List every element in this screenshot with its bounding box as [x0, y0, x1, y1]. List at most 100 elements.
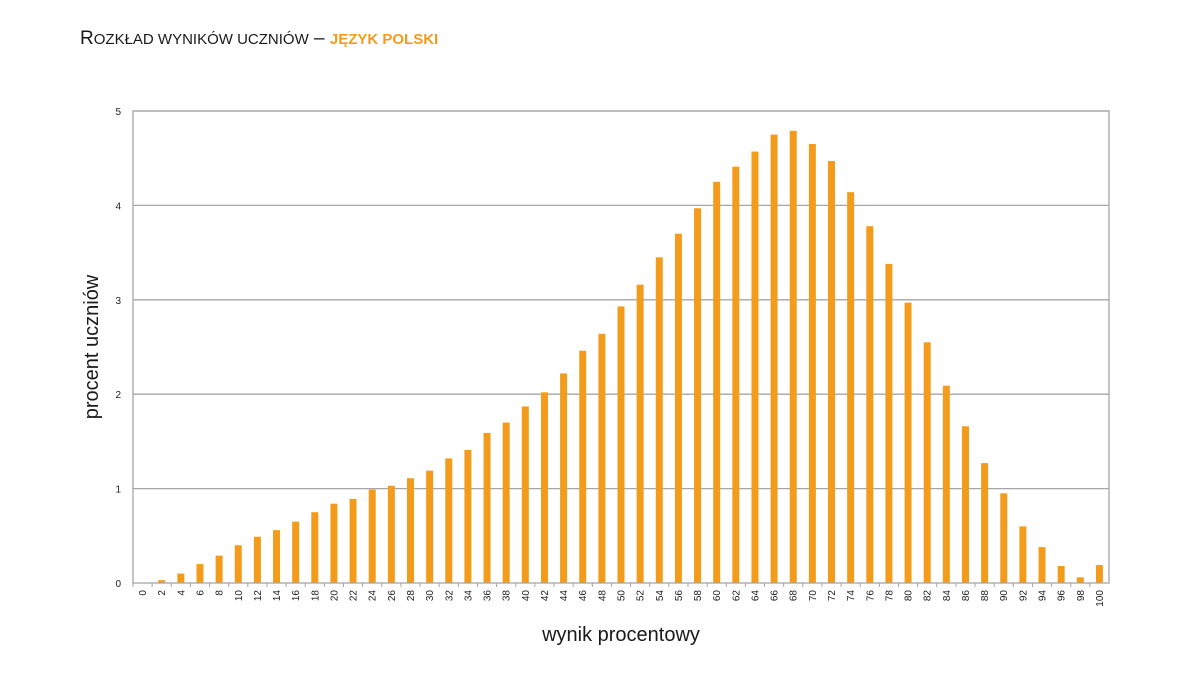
bar — [732, 166, 740, 584]
bar — [770, 134, 778, 583]
bar — [923, 342, 931, 583]
bar — [885, 263, 893, 583]
bar — [579, 350, 587, 583]
x-tick-label: 78 — [884, 590, 895, 602]
title-first-letter: R — [80, 28, 94, 49]
bar — [1038, 547, 1046, 583]
bar — [942, 385, 950, 583]
x-axis-label: wynik procentowy — [541, 624, 700, 646]
bar — [311, 512, 319, 583]
title-dash: – — [314, 28, 325, 49]
x-tick-label: 46 — [578, 590, 589, 602]
bar — [789, 130, 797, 583]
x-tick-label: 94 — [1038, 590, 1049, 602]
x-tick-label: 54 — [655, 590, 666, 602]
bar — [521, 406, 529, 583]
x-tick-label: 84 — [942, 590, 953, 602]
x-tick-label: 88 — [980, 590, 991, 602]
bar — [617, 306, 625, 583]
x-tick-label: 16 — [291, 590, 302, 602]
x-tick-label: 98 — [1076, 590, 1087, 602]
bar — [406, 478, 414, 583]
bar — [349, 498, 357, 583]
bar — [981, 463, 989, 583]
bar — [655, 257, 663, 583]
y-tick-label: 4 — [115, 201, 121, 212]
x-tick-labels: 0 2 4 6 8 10 12 14 16 18 20 22 24 26 28 30 32 34 36 38 40 42 4… — [138, 590, 1106, 607]
bar — [234, 545, 242, 583]
bar — [694, 208, 702, 583]
bar — [751, 151, 759, 584]
title-subject: JĘZYK POLSKI — [329, 31, 439, 48]
bar — [196, 564, 204, 583]
x-tick-label: 50 — [617, 590, 628, 602]
x-tick-label: 42 — [540, 590, 551, 602]
x-tick-label: 24 — [368, 590, 379, 602]
x-tick-label: 66 — [770, 590, 781, 602]
bar — [540, 392, 548, 583]
chart-title: ROZKŁAD WYNIKÓW UCZNIÓW – JĘZYK POLSKI — [80, 28, 438, 50]
bar — [1095, 565, 1103, 583]
x-tick-label: 100 — [1095, 590, 1106, 607]
x-tick-label: 38 — [502, 590, 513, 602]
x-tick-label: 18 — [310, 590, 321, 602]
x-tick-label: 0 — [138, 590, 149, 596]
x-tick-label: 74 — [846, 590, 857, 602]
bar — [636, 284, 644, 583]
bar — [502, 422, 510, 583]
bar — [1019, 526, 1027, 583]
x-tick-label: 90 — [999, 590, 1010, 602]
x-tick-label: 86 — [961, 590, 972, 602]
bar — [158, 580, 166, 583]
bar — [1076, 577, 1084, 583]
y-tick-label: 5 — [115, 107, 121, 118]
x-tick-label: 28 — [406, 590, 417, 602]
x-tick-label: 52 — [636, 590, 647, 602]
bar — [847, 192, 855, 583]
bar — [387, 485, 395, 583]
bar — [368, 489, 376, 583]
bar — [253, 536, 261, 583]
x-tick-label: 44 — [559, 590, 570, 602]
x-tick-label: 20 — [329, 590, 340, 602]
y-tick-label: 3 — [115, 296, 121, 307]
x-tick-label: 56 — [674, 590, 685, 602]
bar — [1000, 493, 1008, 583]
bar — [598, 333, 606, 583]
bar — [273, 530, 281, 583]
bar — [426, 470, 434, 583]
bar — [866, 226, 874, 583]
x-tick-label: 22 — [349, 590, 360, 602]
x-tick-label: 26 — [387, 590, 398, 602]
bar — [961, 426, 969, 583]
x-tick-label: 10 — [234, 590, 245, 602]
x-tick-label: 30 — [425, 590, 436, 602]
x-tick-label: 76 — [865, 590, 876, 602]
plot-border — [132, 110, 1110, 584]
x-tick-label: 6 — [195, 590, 206, 596]
x-tick-label: 92 — [1018, 590, 1029, 602]
x-tick-label: 72 — [827, 590, 838, 602]
bar — [713, 181, 721, 584]
title-caps: OZKŁAD WYNIKÓW UCZNIÓW — [93, 31, 309, 48]
y-tick-label: 2 — [115, 390, 121, 401]
bar — [560, 373, 568, 583]
bar — [1057, 566, 1065, 583]
x-tick-label: 40 — [521, 590, 532, 602]
bar — [808, 144, 816, 584]
x-tick-label: 82 — [923, 590, 934, 602]
bar — [483, 432, 491, 583]
x-tick-label: 2 — [157, 590, 168, 596]
y-axis-label: procent uczniów — [81, 274, 103, 419]
x-tick-label: 14 — [272, 590, 283, 602]
bar — [177, 573, 185, 583]
bar — [215, 555, 223, 583]
plot-frame — [132, 110, 1110, 587]
x-tick-label: 8 — [215, 590, 226, 596]
x-tick-label: 62 — [731, 590, 742, 602]
bars — [158, 130, 1103, 584]
bar — [904, 302, 912, 583]
y-tick-label: 1 — [115, 485, 121, 496]
x-tick-label: 80 — [904, 590, 915, 602]
